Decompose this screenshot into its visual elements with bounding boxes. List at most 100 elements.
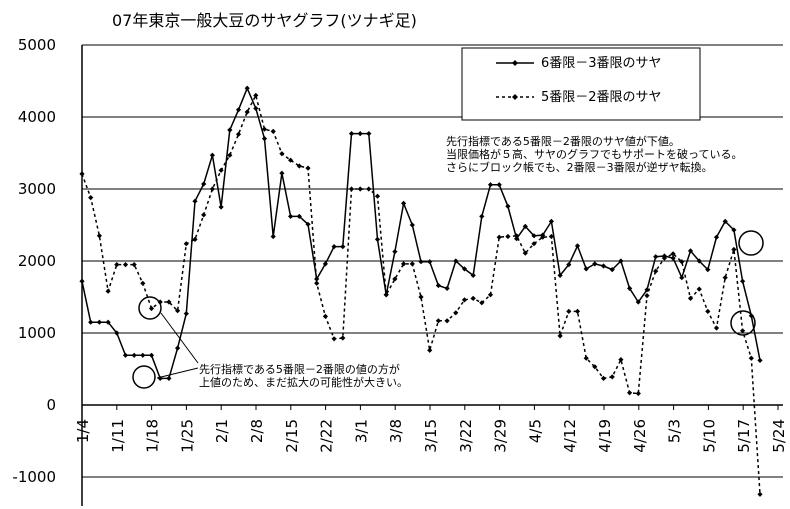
data-point [261,136,268,142]
data-point [166,375,172,381]
x-tick-label: 1/11 [109,419,127,453]
data-point [731,227,737,233]
data-point [409,222,415,228]
data-point [670,251,676,257]
highlight-circle [730,310,756,336]
data-point [574,243,581,249]
data-point [505,233,511,240]
data-point [496,234,502,240]
data-point [453,258,459,264]
data-point [470,272,476,278]
data-point [531,233,537,239]
data-point [713,234,720,240]
data-point [270,233,276,240]
annotation-pointer [156,367,199,379]
y-tick-label: 1000 [18,324,56,342]
data-point [392,249,398,255]
data-point [618,357,624,363]
x-tick-label: 4/26 [631,419,649,453]
data-point [487,292,494,298]
highlight-circles [132,230,764,389]
data-point [600,263,607,269]
data-point [670,255,676,261]
annotation-2-line: 先行指標である5番限－2番限のサヤ値が下値。 [446,134,680,148]
data-point [705,308,711,314]
data-point [618,258,624,264]
data-point [96,233,102,239]
data-point [166,299,172,305]
data-point [435,318,441,324]
data-point [183,241,189,247]
data-point [357,131,363,137]
data-point [435,282,441,289]
data-point [244,85,250,91]
annotation-1-line: 上値のため、まだ拡大の可能性が大きい。 [199,375,408,389]
x-tick-label: 5/24 [770,419,788,453]
data-point [757,491,763,497]
data-point [79,278,85,284]
data-point [653,254,659,260]
data-point [635,390,641,397]
data-point [305,165,311,171]
data-point [261,126,268,132]
data-point [731,246,737,253]
data-point [566,308,572,314]
gridlines [82,44,783,478]
highlight-circle [132,365,156,389]
data-point [635,299,641,305]
data-point [235,107,242,113]
data-point [227,152,233,158]
data-point [722,218,728,225]
data-point [305,221,311,227]
data-point [592,364,598,370]
data-point [574,308,581,314]
data-point [705,267,711,273]
data-point [748,355,754,361]
data-point [253,105,259,111]
data-point [88,195,94,201]
legend-series-1: 6番限－3番限のサヤ [541,56,662,71]
y-tick-label: 4000 [18,108,56,126]
data-point [122,352,129,358]
data-point [279,151,285,157]
annotation-2-line: さらにブロック帳でも、2番限－3番限が逆ザヤ転換。 [446,160,713,174]
y-tick-label: 0 [46,396,56,414]
highlight-circle [138,296,162,320]
data-point [583,266,589,272]
x-tick-label: 4/5 [526,419,544,443]
data-point [548,218,554,225]
data-point [235,131,242,137]
data-point [687,248,694,254]
series-line-1 [81,86,761,380]
data-point [444,318,450,324]
data-point [288,213,294,220]
data-point [453,310,459,316]
data-point [122,262,129,268]
data-point [592,261,598,267]
data-point [157,375,163,381]
data-point [418,259,424,265]
data-point [244,109,250,115]
data-point [661,255,667,261]
highlight-circle [738,230,764,256]
data-point [366,131,372,137]
data-point [192,198,198,204]
data-point [131,352,137,358]
x-tick-label: 1/18 [144,419,162,453]
x-tick-label: 1/25 [178,419,196,453]
data-point [209,186,215,192]
data-point [479,213,485,220]
annotation-1-line: 先行指標である5番限－2番限の値の方が [199,362,400,376]
data-point [609,374,615,380]
data-point [357,186,363,192]
x-tick-label: 5/17 [735,419,753,453]
data-point [531,241,537,247]
data-point [392,276,398,282]
data-point [366,186,372,192]
data-point [696,286,702,292]
data-point [218,204,224,210]
legend-box [461,47,701,121]
data-point [418,294,424,300]
